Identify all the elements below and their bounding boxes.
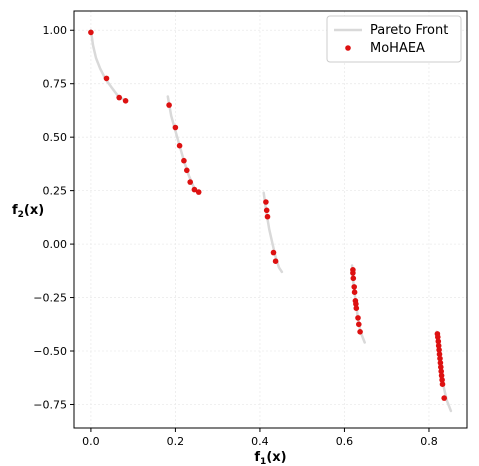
- mohaea-point: [263, 207, 270, 214]
- mohaea-point: [357, 329, 363, 335]
- y-tick-label: 0.25: [43, 185, 68, 198]
- mohaea-point: [438, 364, 444, 370]
- mohaea-point: [103, 75, 110, 82]
- mohaea-point: [122, 98, 129, 104]
- mohaea-point: [355, 315, 361, 321]
- mohaea-point: [350, 270, 356, 276]
- mohaea-point: [351, 289, 358, 296]
- mohaea-point: [116, 94, 122, 101]
- y-tick-label: 0.50: [43, 131, 68, 144]
- y-tick-label: −0.75: [33, 398, 67, 411]
- axis-ticks: 0.0 0.2 0.4 0.6 0.8 −0.75 −0.50 −0.25 0.00 0.25 0.…: [33, 24, 437, 448]
- mohaea-point: [187, 179, 193, 185]
- x-tick-label: 0.6: [336, 435, 354, 448]
- mohaea-point: [356, 321, 362, 328]
- grid: [74, 11, 467, 428]
- mohaea-point: [437, 355, 443, 362]
- mohaea-point: [272, 258, 279, 265]
- y-tick-label: 1.00: [43, 24, 68, 37]
- mohaea-point: [436, 347, 442, 353]
- x-tick-label: 0.0: [82, 435, 100, 448]
- mohaea-point: [270, 249, 277, 256]
- mohaea-point: [191, 186, 198, 193]
- mohaea-point: [435, 334, 441, 340]
- mohaea-point: [437, 360, 444, 366]
- mohaea-point: [439, 381, 446, 388]
- plot-frame: [73, 10, 468, 429]
- mohaea-point: [353, 301, 359, 307]
- x-axis-label: f1(x): [254, 450, 286, 466]
- y-axis-label: f2(x): [12, 203, 44, 220]
- mohaea-point: [438, 372, 445, 379]
- y-tick-label: −0.25: [33, 292, 67, 305]
- mohaea-point: [351, 284, 358, 290]
- y-tick-label: 0.75: [43, 78, 68, 91]
- mohaea-point: [350, 275, 357, 282]
- legend-label-pareto-front: Pareto Front: [370, 23, 448, 38]
- legend-label-mohaea: MoHAEA: [370, 41, 425, 56]
- legend-box: [326, 15, 462, 63]
- mohaea-point: [195, 189, 202, 195]
- mohaea-point: [438, 368, 445, 375]
- pareto-front-line: [166, 95, 202, 195]
- y-tick-label: −0.50: [33, 345, 67, 358]
- mohaea-point: [176, 142, 183, 149]
- mohaea-point: [172, 124, 179, 131]
- mohaea-point: [439, 377, 445, 383]
- mohaea-point: [166, 102, 172, 108]
- x-tick-label: 0.4: [251, 435, 269, 448]
- mohaea-point: [435, 342, 442, 349]
- mohaea-point: [436, 351, 443, 358]
- pareto-front-line: [89, 28, 128, 103]
- x-tick-label: 0.8: [420, 435, 438, 448]
- mohaea-point: [353, 305, 360, 312]
- mohaea-point: [263, 199, 269, 205]
- mohaea-point: [264, 213, 271, 220]
- legend-marker-swatch: [345, 45, 351, 51]
- mohaea-point: [184, 167, 190, 174]
- mohaea-point: [441, 395, 448, 401]
- mohaea-point: [88, 29, 94, 36]
- mohaea-point: [435, 338, 442, 345]
- mohaea-point: [181, 157, 187, 164]
- plot-area: [88, 28, 453, 413]
- x-tick-label: 0.2: [167, 435, 185, 448]
- legend: Pareto Front MoHAEA: [326, 15, 462, 63]
- y-tick-label: 0.00: [43, 238, 68, 251]
